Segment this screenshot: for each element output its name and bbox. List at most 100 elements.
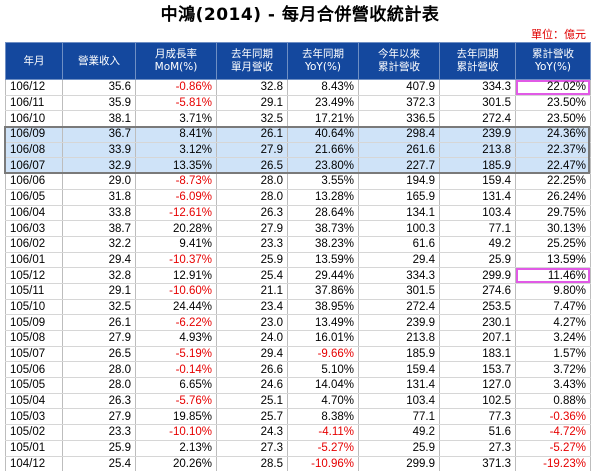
table-row: 105/11 29.1 -10.60% 21.1 37.86% 301.5 274.6 9.8… xyxy=(5,283,591,300)
cell-month: 106/11 xyxy=(5,95,63,112)
cell-revenue: 27.9 xyxy=(62,330,136,347)
column-header-text: 去年同期 xyxy=(231,48,273,60)
cell-yoy: 14.04% xyxy=(287,377,359,394)
cell-month: 106/10 xyxy=(5,110,63,128)
column-header-text: 單月營收 xyxy=(231,61,273,73)
cell-ytd-revenue: 134.1 xyxy=(358,205,440,222)
cell-last-ytd-revenue: 102.5 xyxy=(439,393,516,410)
column-header-text: YoY(%) xyxy=(304,61,342,73)
column-header-text: 月成長率 xyxy=(155,48,197,60)
cell-ytd-yoy: 3.24% xyxy=(515,330,591,347)
cell-yoy: -9.66% xyxy=(287,346,359,363)
column-header: 去年同期 單月營收 xyxy=(216,42,288,80)
cell-month: 106/04 xyxy=(5,205,63,222)
cell-revenue: 35.6 xyxy=(62,79,136,96)
cell-last-year-revenue: 28.0 xyxy=(216,173,288,190)
cell-yoy: 16.01% xyxy=(287,330,359,347)
cell-month: 105/07 xyxy=(5,346,63,363)
cell-ytd-revenue: 372.3 xyxy=(358,95,440,112)
table-row: 105/05 28.0 6.65% 24.6 14.04% 131.4 127.0 3.43% xyxy=(5,377,591,394)
cell-month: 106/01 xyxy=(5,252,63,269)
cell-mom: 6.65% xyxy=(135,377,217,394)
cell-last-year-revenue: 25.7 xyxy=(216,408,288,426)
cell-ytd-yoy: -4.72% xyxy=(515,424,591,441)
cell-ytd-revenue: 407.9 xyxy=(358,79,440,96)
table-row: 106/08 33.9 3.12% 27.9 21.66% 261.6 213.8 22.37… xyxy=(5,142,591,159)
cell-revenue: 25.4 xyxy=(62,456,136,471)
table-row: 105/08 27.9 4.93% 24.0 16.01% 213.8 207.1 3.24% xyxy=(5,330,591,347)
cell-yoy: 5.10% xyxy=(287,361,359,379)
cell-mom: -12.61% xyxy=(135,205,217,222)
cell-last-ytd-revenue: 239.9 xyxy=(439,126,516,143)
cell-revenue: 25.9 xyxy=(62,440,136,457)
cell-ytd-yoy: 26.24% xyxy=(515,189,591,206)
table-row: 105/04 26.3 -5.76% 25.1 4.70% 103.4 102.5 0.88% xyxy=(5,393,591,410)
cell-last-ytd-revenue: 274.6 xyxy=(439,283,516,300)
cell-ytd-revenue: 49.2 xyxy=(358,424,440,441)
cell-last-ytd-revenue: 127.0 xyxy=(439,377,516,394)
cell-ytd-revenue: 25.9 xyxy=(358,440,440,457)
cell-yoy: 3.55% xyxy=(287,173,359,190)
column-header: 年月 xyxy=(5,42,63,80)
cell-last-year-revenue: 24.6 xyxy=(216,377,288,394)
cell-revenue: 38.1 xyxy=(62,110,136,128)
table-row: 105/09 26.1 -6.22% 23.0 13.49% 239.9 230.1 4.27… xyxy=(5,314,591,331)
cell-ytd-revenue: 165.9 xyxy=(358,189,440,206)
table-row: 105/02 23.3 -10.10% 24.3 -4.11% 49.2 51.6 -4.72… xyxy=(5,424,591,441)
cell-month: 106/06 xyxy=(5,173,63,190)
column-header-text: 累計營收 xyxy=(456,61,499,73)
cell-ytd-yoy: 13.59% xyxy=(515,252,591,269)
cell-last-year-revenue: 23.4 xyxy=(216,299,288,316)
cell-month: 105/06 xyxy=(5,361,63,379)
cell-month: 106/02 xyxy=(5,236,63,253)
cell-ytd-revenue: 29.4 xyxy=(358,252,440,269)
cell-revenue: 28.0 xyxy=(62,361,136,379)
cell-yoy: 23.49% xyxy=(287,95,359,112)
column-header: 去年同期 累計營收 xyxy=(439,42,516,80)
cell-ytd-revenue: 213.8 xyxy=(358,330,440,347)
cell-mom: -5.76% xyxy=(135,393,217,410)
cell-ytd-revenue: 336.5 xyxy=(358,110,440,128)
cell-revenue: 32.8 xyxy=(62,267,136,284)
cell-ytd-yoy: 30.13% xyxy=(515,220,591,237)
cell-yoy: 21.66% xyxy=(287,142,359,159)
table-body: 106/12 35.6 -0.86% 32.8 8.43% 407.9 334.3 22.02… xyxy=(5,79,591,471)
column-header-text: 今年以來 xyxy=(378,48,420,60)
cell-mom: 3.71% xyxy=(135,110,217,128)
cell-last-ytd-revenue: 301.5 xyxy=(439,95,516,112)
cell-last-ytd-revenue: 77.1 xyxy=(439,220,516,237)
cell-mom: 20.26% xyxy=(135,456,217,471)
cell-last-year-revenue: 25.4 xyxy=(216,267,288,284)
cell-last-ytd-revenue: 27.3 xyxy=(439,440,516,457)
cell-revenue: 26.5 xyxy=(62,346,136,363)
column-header: 今年以來 累計營收 xyxy=(358,42,440,80)
cell-last-ytd-revenue: 207.1 xyxy=(439,330,516,347)
cell-revenue: 29.4 xyxy=(62,252,136,269)
cell-last-year-revenue: 28.0 xyxy=(216,189,288,206)
cell-yoy: 17.21% xyxy=(287,110,359,128)
cell-yoy: -10.96% xyxy=(287,456,359,471)
cell-revenue: 29.1 xyxy=(62,283,136,300)
cell-revenue: 26.3 xyxy=(62,393,136,410)
table-row: 105/03 27.9 19.85% 25.7 8.38% 77.1 77.3 -0.36% xyxy=(5,408,591,426)
column-header-text: 年月 xyxy=(23,54,45,67)
cell-last-ytd-revenue: 49.2 xyxy=(439,236,516,253)
cell-month: 105/04 xyxy=(5,393,63,410)
column-header: 累計營收 YoY(%) xyxy=(515,42,591,80)
cell-ytd-revenue: 239.9 xyxy=(358,314,440,331)
table-row: 106/05 31.8 -6.09% 28.0 13.28% 165.9 131.4 26.2… xyxy=(5,189,591,206)
cell-revenue: 26.1 xyxy=(62,314,136,331)
cell-last-ytd-revenue: 230.1 xyxy=(439,314,516,331)
cell-mom: 2.13% xyxy=(135,440,217,457)
cell-last-year-revenue: 26.5 xyxy=(216,157,288,175)
cell-ytd-yoy: 22.02% xyxy=(515,79,591,96)
cell-yoy: 37.86% xyxy=(287,283,359,300)
cell-ytd-revenue: 159.4 xyxy=(358,361,440,379)
cell-month: 105/11 xyxy=(5,283,63,300)
cell-mom: 19.85% xyxy=(135,408,217,426)
cell-ytd-revenue: 334.3 xyxy=(358,267,440,284)
monthly-revenue-table: 年月 營業收入 月成長率 MoM(%) 去年同期 單月營收 去年同期 YoY(%) 今年以來 累計… xyxy=(5,42,591,471)
cell-mom: -0.86% xyxy=(135,79,217,96)
cell-ytd-yoy: -5.27% xyxy=(515,440,591,457)
table-row: 106/11 35.9 -5.81% 29.1 23.49% 372.3 301.5 23.5… xyxy=(5,95,591,112)
